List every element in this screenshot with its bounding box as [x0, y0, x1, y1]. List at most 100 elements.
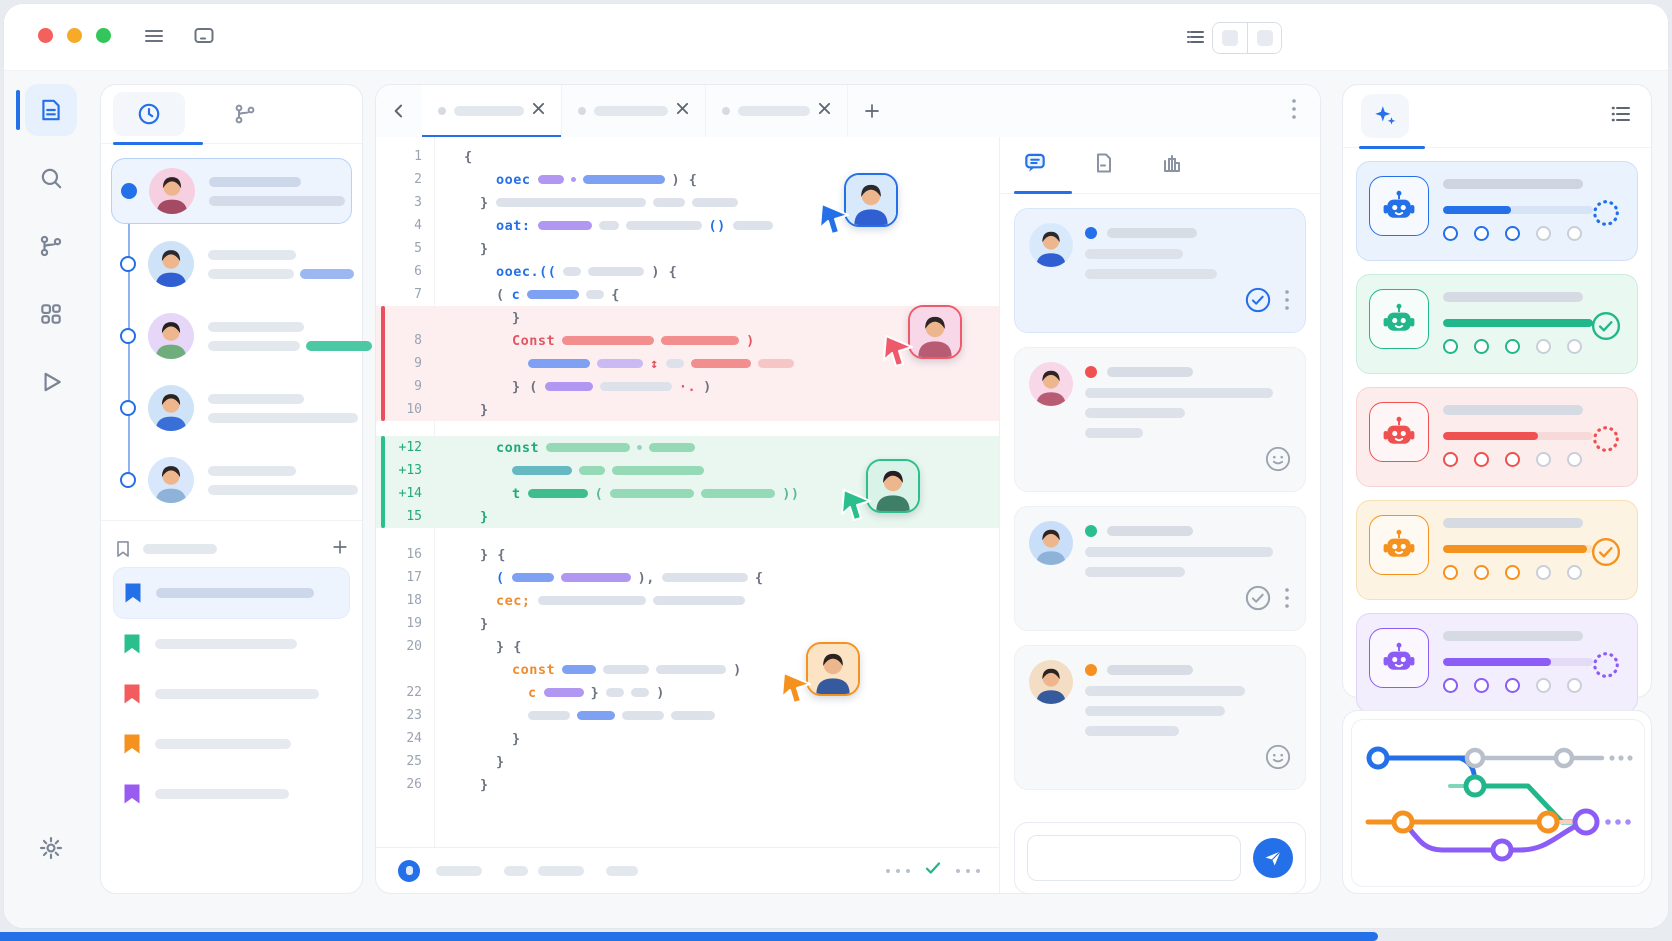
timeline-item[interactable] — [111, 304, 372, 368]
agent-card[interactable] — [1356, 387, 1638, 487]
timeline-item[interactable] — [111, 232, 354, 296]
rail-item-settings[interactable] — [25, 822, 77, 874]
tab-stats[interactable] — [1160, 151, 1184, 180]
tab-assistants[interactable] — [1361, 94, 1409, 138]
editor-back-button[interactable] — [376, 101, 422, 121]
comment-card[interactable] — [1014, 347, 1306, 492]
rail-item-apps[interactable] — [25, 288, 77, 340]
code-text: )) — [782, 485, 800, 502]
hamburger-menu-icon[interactable] — [142, 24, 166, 53]
rail-item-files[interactable] — [16, 84, 77, 136]
spinner-icon — [1593, 200, 1619, 226]
code-pill — [599, 382, 672, 391]
code-text: ( — [594, 485, 604, 502]
tab-document[interactable] — [1092, 151, 1116, 180]
line-number: 26 — [406, 777, 422, 792]
code-text: { — [754, 569, 764, 586]
editor-statusbar — [376, 847, 1002, 893]
code-line: 10} — [376, 398, 1002, 421]
rail-item-search[interactable] — [25, 152, 77, 204]
minimize-window-button[interactable] — [67, 28, 82, 43]
agent-robot-box — [1369, 289, 1429, 349]
code-text: ) — [656, 684, 665, 701]
comment-footer-action[interactable] — [1265, 446, 1291, 477]
code-line: 24} — [376, 727, 1002, 750]
code-line: 3} — [376, 191, 1002, 214]
bookmark-item[interactable] — [113, 719, 350, 769]
timeline-item[interactable] — [111, 448, 358, 512]
agent-card[interactable] — [1356, 500, 1638, 600]
code-line: +12 const — [376, 436, 1002, 459]
code-line: 20} { — [376, 635, 1002, 658]
timeline-item[interactable] — [111, 376, 358, 440]
avatar-illustration — [1029, 362, 1073, 406]
agents-list-icon[interactable] — [1609, 102, 1633, 131]
list-view-icon[interactable] — [1184, 25, 1208, 54]
comment-footer-action[interactable] — [1245, 287, 1271, 318]
code-text: } — [480, 194, 489, 211]
tab-close-button[interactable] — [818, 102, 831, 120]
bookmark-item[interactable] — [113, 769, 350, 819]
editor-tab[interactable] — [422, 85, 562, 138]
tab-history[interactable] — [113, 92, 185, 136]
rail-item-run[interactable] — [25, 356, 77, 408]
close-icon — [676, 102, 689, 115]
panel-toggle-left-button[interactable] — [1213, 23, 1247, 53]
agent-card[interactable] — [1356, 613, 1638, 713]
agent-progress-fill — [1443, 319, 1593, 327]
comment-footer-action[interactable] — [1245, 585, 1271, 616]
code-editor[interactable]: 1{2 ooec) {3} 4 oat:() 5} 6 ooec.(() {7(c{} 8 Co… — [376, 137, 1002, 847]
agent-progress-track — [1443, 545, 1593, 553]
timeline-item[interactable] — [111, 158, 352, 224]
code-pill — [512, 466, 572, 475]
new-tab-button[interactable] — [848, 102, 896, 120]
agent-card[interactable] — [1356, 274, 1638, 374]
code-text: ·. — [678, 378, 697, 395]
collaborator-cursor-user-red — [883, 305, 962, 367]
agent-card[interactable] — [1356, 161, 1638, 261]
panel-toggle-right-button[interactable] — [1247, 23, 1281, 53]
status-dot — [956, 868, 960, 873]
avatar — [149, 168, 195, 214]
tab-dot — [438, 107, 446, 115]
add-bookmark-button[interactable] — [330, 537, 350, 562]
line-number: 5 — [414, 241, 422, 256]
chevron-left-icon — [394, 104, 403, 118]
tab-close-button[interactable] — [532, 102, 545, 120]
comment-footer-action[interactable] — [1283, 288, 1291, 317]
tab-comments[interactable] — [1022, 150, 1048, 181]
bookmark-item[interactable] — [113, 619, 350, 669]
line-number: 24 — [406, 731, 422, 746]
comment-card[interactable] — [1014, 208, 1306, 333]
comment-card[interactable] — [1014, 645, 1306, 790]
code-pill — [588, 267, 645, 276]
send-comment-button[interactable] — [1253, 838, 1293, 878]
bookmark-item[interactable] — [113, 669, 350, 719]
close-window-button[interactable] — [38, 28, 53, 43]
code-tokens: ↕ — [434, 356, 794, 372]
comment-footer-action[interactable] — [1265, 744, 1291, 775]
robot-icon — [1383, 416, 1415, 444]
comment-card[interactable] — [1014, 506, 1306, 631]
tabbar-menu-button[interactable] — [1290, 97, 1298, 126]
rail-item-branches[interactable] — [25, 220, 77, 272]
editor-tab[interactable] — [706, 85, 848, 137]
code-pill — [528, 711, 570, 720]
tab-branches[interactable] — [209, 92, 281, 136]
avatar — [1029, 362, 1073, 406]
avatar-illustration — [148, 241, 194, 287]
agent-title-bar — [1443, 405, 1583, 415]
editor-tab[interactable] — [562, 85, 706, 137]
line-number: 20 — [406, 639, 422, 654]
comment-footer-action[interactable] — [1283, 586, 1291, 615]
maximize-window-button[interactable] — [96, 28, 111, 43]
window-chat-icon[interactable] — [192, 24, 216, 53]
code-text: } — [480, 508, 489, 525]
status-dot — [976, 868, 980, 873]
check-circle-icon — [1245, 585, 1271, 611]
bookmark-item[interactable] — [113, 567, 350, 619]
bookmark-icon — [124, 684, 140, 704]
tab-close-button[interactable] — [676, 102, 689, 120]
comment-input[interactable] — [1027, 835, 1241, 881]
code-line: 4 oat: () — [376, 214, 1002, 237]
